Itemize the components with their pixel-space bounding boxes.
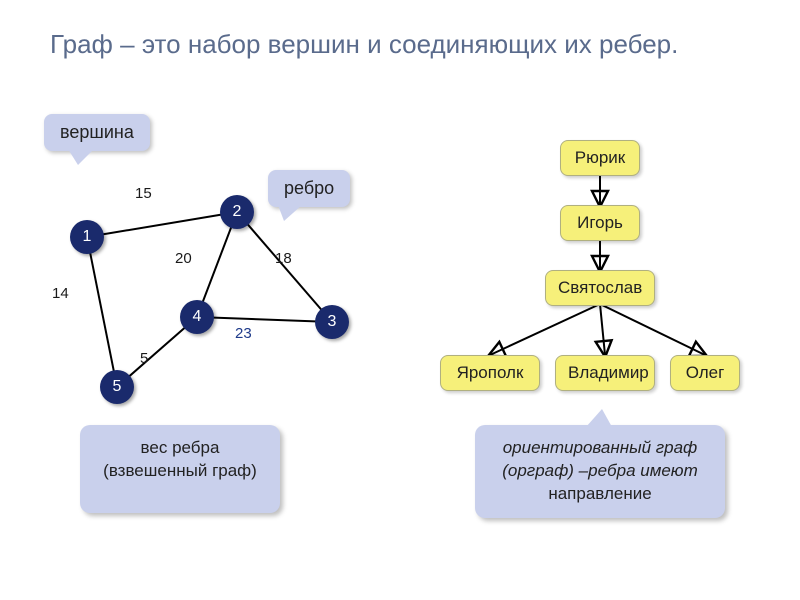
edge-weight-label: 20	[175, 250, 192, 267]
tree-edges-svg	[420, 130, 780, 570]
edge-weight-label: 23	[235, 325, 252, 342]
graph-node-3: 3	[315, 305, 349, 339]
directed-tree: РюрикИгорьСвятославЯрополкВладимирОлег о…	[420, 130, 780, 570]
edge-weight-label: 14	[52, 285, 69, 302]
graph-edge	[237, 212, 332, 322]
tree-node-o: Олег	[670, 355, 740, 391]
graph-node-5: 5	[100, 370, 134, 404]
edge-weight-label: 15	[135, 185, 152, 202]
tree-node-v: Владимир	[555, 355, 655, 391]
graph-node-1: 1	[70, 220, 104, 254]
tree-node-r: Рюрик	[560, 140, 640, 176]
graph-edges-svg	[40, 120, 410, 560]
tree-node-i: Игорь	[560, 205, 640, 241]
weighted-graph: вершина ребро 12345 15142018235 вес ребр…	[40, 120, 410, 560]
tree-node-s: Святослав	[545, 270, 655, 306]
graph-node-2: 2	[220, 195, 254, 229]
tree-edge	[600, 304, 605, 355]
tree-node-y: Ярополк	[440, 355, 540, 391]
tree-edge	[490, 304, 600, 355]
tree-edge	[600, 304, 705, 355]
page-title: Граф – это набор вершин и соединяющих их…	[50, 28, 750, 62]
graph-edge	[87, 212, 237, 237]
graph-node-4: 4	[180, 300, 214, 334]
graph-edge	[197, 317, 332, 322]
edge-weight-label: 5	[140, 350, 148, 367]
graph-edge	[87, 237, 117, 387]
edge-weight-label: 18	[275, 250, 292, 267]
